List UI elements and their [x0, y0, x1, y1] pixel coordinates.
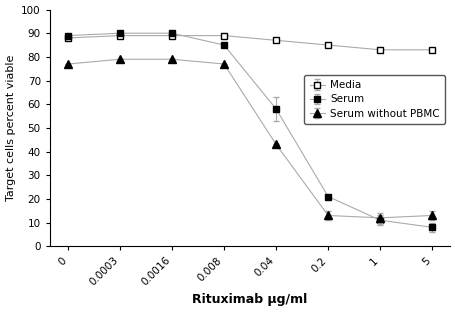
Y-axis label: Target cells percent viable: Target cells percent viable	[5, 55, 15, 201]
Legend: Media, Serum, Serum without PBMC: Media, Serum, Serum without PBMC	[303, 75, 444, 124]
X-axis label: Rituximab μg/ml: Rituximab μg/ml	[192, 294, 307, 306]
